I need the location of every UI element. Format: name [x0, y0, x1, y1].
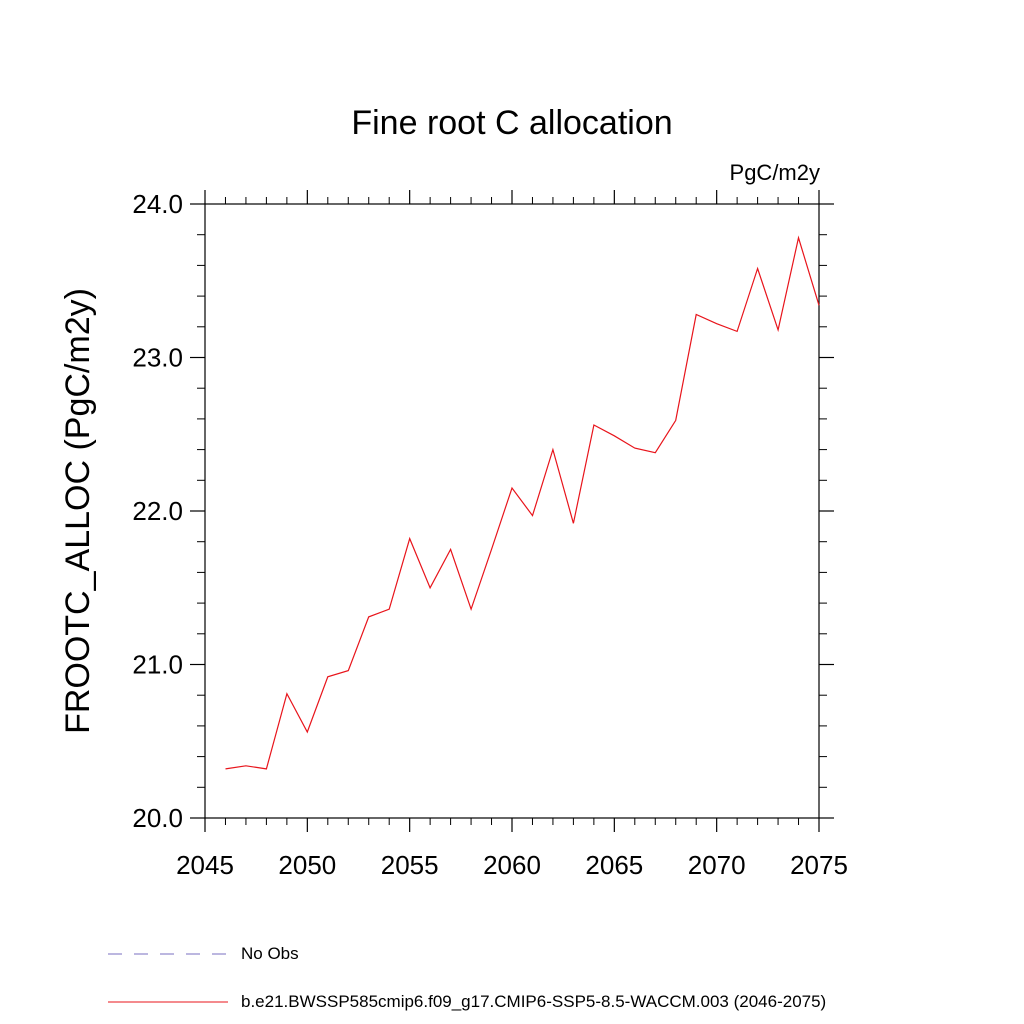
x-tick-label: 2050: [278, 850, 336, 880]
y-tick-label: 22.0: [132, 496, 183, 526]
y-tick-label: 24.0: [132, 189, 183, 219]
y-axis-ticks: 20.0 21.0 22.0 23.0 24.0: [132, 189, 834, 833]
x-tick-label: 2045: [176, 850, 234, 880]
x-axis-ticks: 2045 2050 2055 2060 2065 2070 2075: [176, 190, 848, 880]
x-tick-label: 2060: [483, 850, 541, 880]
x-tick-label: 2065: [585, 850, 643, 880]
plot-frame: [204, 203, 820, 819]
y-tick-label: 23.0: [132, 343, 183, 373]
y-tick-label: 20.0: [132, 803, 183, 833]
x-tick-label: 2055: [381, 850, 439, 880]
legend: No Obs b.e21.BWSSP585cmip6.f09_g17.CMIP6…: [108, 944, 826, 1011]
x-tick-label: 2070: [688, 850, 746, 880]
legend-entry-model: b.e21.BWSSP585cmip6.f09_g17.CMIP6-SSP5-8…: [108, 992, 826, 1011]
chart-title: Fine root C allocation: [351, 104, 672, 142]
x-tick-label: 2075: [790, 850, 848, 880]
y-tick-label: 21.0: [132, 650, 183, 680]
y-axis-label: FROOTC_ALLOC (PgC/m2y): [59, 288, 97, 734]
legend-label-no-obs: No Obs: [241, 944, 299, 963]
units-label: PgC/m2y: [730, 160, 820, 185]
series-line-0: [225, 235, 820, 770]
series-layer: [225, 235, 820, 770]
legend-entry-no-obs: No Obs: [108, 944, 299, 963]
legend-label-model: b.e21.BWSSP585cmip6.f09_g17.CMIP6-SSP5-8…: [241, 992, 826, 1011]
